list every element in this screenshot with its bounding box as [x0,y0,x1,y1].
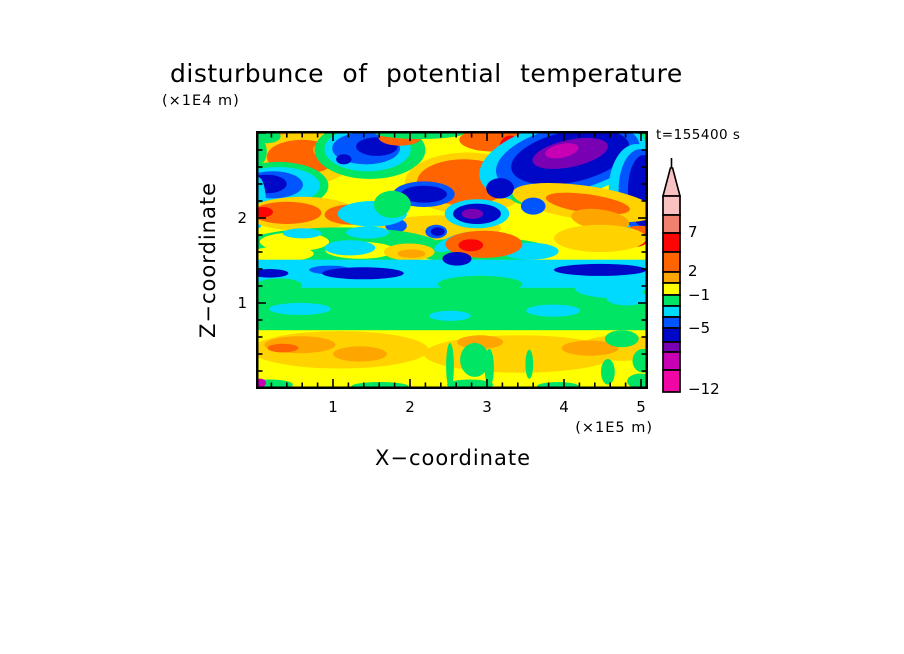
contour-blob [526,304,581,317]
x-axis-unit-label: (×1E5 m) [575,420,653,436]
contour-plot [256,131,648,389]
contour-blob [258,379,293,387]
colorbar-segment [662,369,681,393]
contour-blob [486,178,514,199]
x-tick-label: 2 [405,398,415,416]
contour-blob [346,226,390,239]
colorbar-tick-label: 2 [688,262,698,280]
colorbar-tick-label: −5 [688,319,711,337]
time-annotation: t=155400 s [656,127,741,143]
contour-blob [397,249,426,258]
z-axis-unit-label: (×1E4 m) [162,93,240,109]
contour-blob [258,269,289,278]
colorbar-tick-label: −1 [688,286,711,304]
contour-blob [561,340,619,356]
contour-blob [601,359,615,385]
contour-blob [606,290,646,306]
contour-blob [437,275,523,293]
contour-blob [447,379,494,387]
colorbar-segment [662,351,681,371]
x-tick-label: 4 [559,398,569,416]
contour-blob [525,349,534,379]
contour-blob [322,267,404,280]
contour-blob [258,378,266,387]
colorbar-segment [662,195,681,216]
contour-blob [604,330,639,348]
contour-blob [400,185,447,203]
contour-blob [545,192,630,215]
contour-blob [430,227,445,236]
chart-title: disturbunce of potential temperature [170,59,683,88]
contour-blob [520,197,546,215]
contour-blob [460,342,490,377]
x-tick-label: 5 [636,398,646,416]
colorbar-arrow-tip [661,167,682,197]
colorbar-segment [662,327,681,343]
contour-blob [373,190,411,218]
contour-blob [554,224,646,252]
contour-blob [442,252,472,266]
contour-blob [446,342,454,387]
contour-field [258,133,646,387]
x-tick-label: 3 [482,398,492,416]
colorbar-segment [662,316,681,329]
colorbar-segment [662,341,681,353]
contour-blob [258,174,287,194]
z-tick-label: 1 [237,294,247,312]
colorbar-segment [662,232,681,253]
contour-blob [324,240,376,256]
z-axis-title: Z−coordinate [196,182,220,338]
colorbar-tick-label: −12 [688,380,720,398]
contour-blob [269,302,331,315]
contour-blob [258,138,267,165]
contour-blob [282,228,322,239]
colorbar-segment [662,214,681,234]
z-tick-label: 2 [237,209,247,227]
contour-blob [458,239,484,252]
contour-blob [461,208,484,219]
contour-blob [336,154,352,165]
contour-blob [267,343,299,353]
contour-blob [258,133,281,144]
colorbar-segment [662,271,681,284]
colorbar-segment [662,294,681,307]
contour-blob [258,278,303,292]
contour-blob [537,382,579,387]
contour-blob [429,310,471,321]
contour-blob [545,143,579,159]
contour-blob [571,208,630,231]
colorbar-tick-label: 7 [688,223,698,241]
contour-blob [445,230,523,258]
colorbar-segment [662,251,681,273]
plot-border [256,131,648,389]
contour-blob [258,246,314,262]
colorbar [661,158,682,393]
contour-blob [554,263,646,276]
contour-blob [632,348,646,373]
colorbar-segment [662,305,681,318]
contour-blob [258,207,273,218]
contour-blob [374,133,466,139]
contour-blob [258,201,322,224]
colorbar-segment [662,282,681,296]
x-axis-title: X−coordinate [375,446,531,470]
contour-blob [333,346,387,362]
x-tick-label: 1 [328,398,338,416]
